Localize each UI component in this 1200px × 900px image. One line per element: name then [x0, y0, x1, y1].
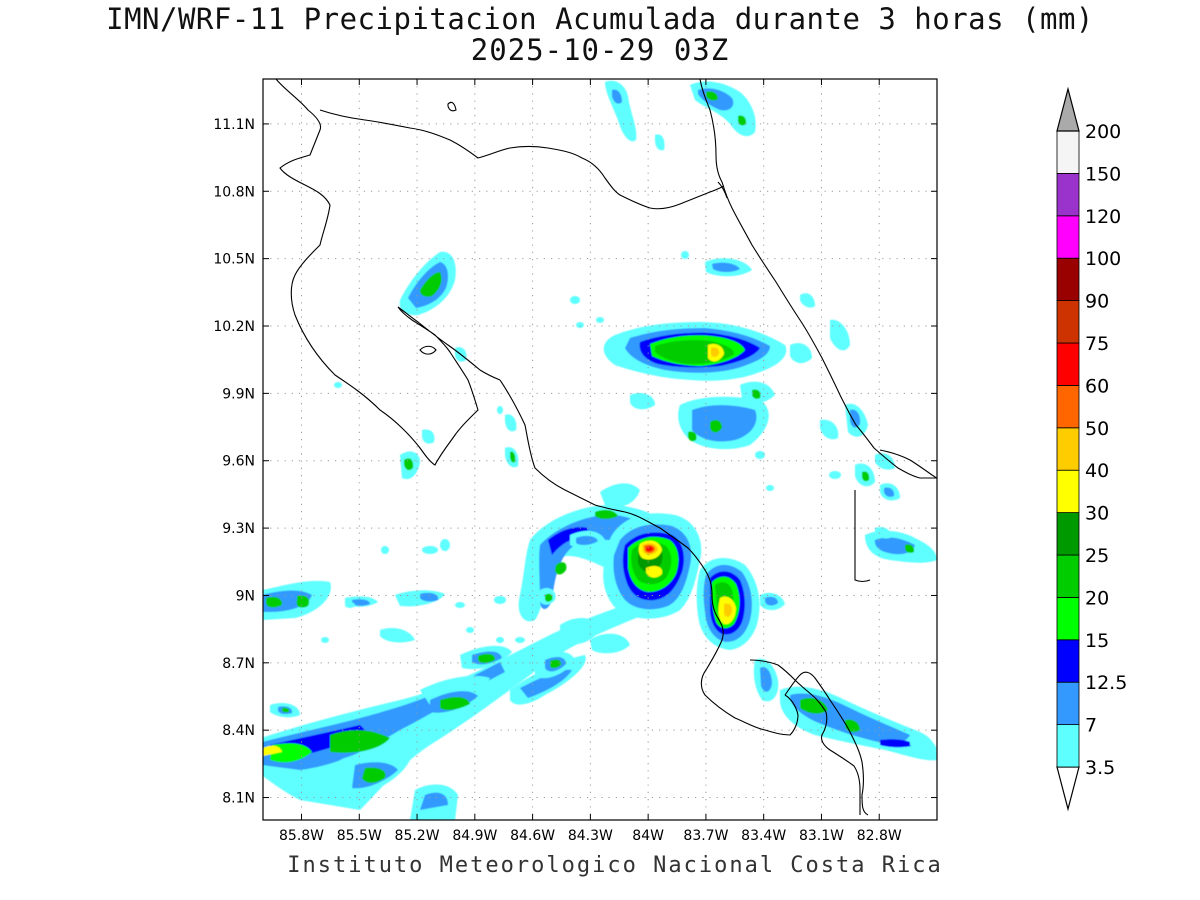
- rain-speckles: [321, 251, 841, 643]
- y-tick-label: 10.2N: [213, 319, 255, 335]
- x-tick-label: 83.4W: [741, 828, 786, 844]
- x-tick-label: 82.8W: [857, 828, 902, 844]
- colorbar-segment: [1056, 681, 1080, 726]
- colorbar-segment: [1056, 215, 1080, 259]
- map-datetime: 2025-10-29 03Z: [470, 33, 730, 67]
- colorbar-label: 40: [1085, 460, 1109, 482]
- precipitation-field: [263, 80, 937, 820]
- rain-cell-southeast: [696, 558, 785, 650]
- y-tick-label: 11.1N: [213, 117, 255, 133]
- x-tick-label: 84W: [632, 828, 664, 844]
- colorbar-label: 60: [1085, 375, 1109, 397]
- x-axis: 85.8W 85.5W 85.2W 84.9W 84.6W 84.3W 84W 83.7W 83…: [279, 79, 902, 844]
- rain-band-southwest: [263, 600, 655, 820]
- colorbar-label: 30: [1085, 503, 1109, 525]
- colorbar-segment: [1056, 512, 1080, 556]
- rain-cell-northeast-top: [605, 80, 756, 151]
- coastlines: [275, 79, 937, 816]
- coastline-pacific-south: [499, 379, 799, 736]
- colorbar-top-triangle: [1056, 86, 1080, 132]
- plot-frame: [262, 78, 938, 821]
- rain-cell-east: [800, 293, 937, 563]
- colorbar-segment: [1056, 724, 1080, 768]
- map-title: IMN/WRF-11 Precipitacion Acumulada duran…: [106, 2, 1094, 36]
- border-nicaragua: [319, 109, 725, 210]
- rain-cell-northwest: [399, 251, 519, 480]
- colorbar-label: 75: [1085, 333, 1109, 355]
- y-tick-label: 10.8N: [213, 184, 255, 200]
- colorbar-segment: [1056, 427, 1080, 471]
- rain-band-southeast-coast: [753, 658, 937, 761]
- plot-area: [263, 79, 937, 820]
- colorbar-label: 120: [1085, 206, 1121, 228]
- colorbar-segment: [1056, 342, 1080, 386]
- map-grid: [263, 79, 937, 820]
- colorbar-segment: [1056, 469, 1080, 514]
- coastline-east-caribbean: [699, 79, 937, 479]
- island-calero: [717, 181, 728, 199]
- x-tick-label: 85.5W: [337, 828, 382, 844]
- y-tick-label: 8.1N: [222, 791, 255, 807]
- y-tick-label: 9N: [236, 588, 255, 604]
- y-tick-label: 9.6N: [222, 454, 255, 470]
- colorbar-label: 50: [1085, 418, 1109, 440]
- coastline-osa: [784, 671, 869, 816]
- colorbar-label: 200: [1085, 121, 1121, 143]
- colorbar-label: 12.5: [1085, 672, 1127, 694]
- colorbar-segment: [1056, 300, 1080, 344]
- colorbar-segment: [1056, 172, 1080, 217]
- colorbar-label: 90: [1085, 291, 1109, 313]
- x-tick-label: 84.9W: [452, 828, 497, 844]
- colorbar-label: 15: [1085, 630, 1109, 652]
- y-tick-label: 10.5N: [213, 252, 255, 268]
- colorbar-legend: 3.5 7 12.5 15 20 25 30 40 50 60 75 90 100 120 150 200: [1056, 86, 1127, 812]
- x-tick-label: 85.2W: [395, 828, 440, 844]
- x-tick-label: 83.7W: [683, 828, 728, 844]
- x-tick-label: 83.1W: [799, 828, 844, 844]
- footer-credit: Instituto Meteorologico Nacional Costa R…: [287, 853, 943, 878]
- colorbar-segment: [1056, 257, 1080, 302]
- colorbar-bottom-triangle: [1056, 766, 1080, 812]
- colorbar-label: 25: [1085, 545, 1109, 567]
- island-lake: [419, 345, 437, 355]
- border-panama: [749, 449, 937, 815]
- colorbar-label: 100: [1085, 248, 1121, 270]
- colorbar-label: 150: [1085, 163, 1121, 185]
- coastline-north-pacific: [275, 79, 501, 466]
- colorbar-segment: [1056, 597, 1080, 641]
- x-tick-label: 85.8W: [279, 828, 324, 844]
- colorbar-segment: [1056, 639, 1080, 683]
- island-north: [447, 101, 457, 112]
- rain-cell-north-caribbean: [603, 258, 812, 450]
- y-tick-label: 9.3N: [222, 521, 255, 537]
- x-tick-label: 84.3W: [568, 828, 613, 844]
- colorbar-label: 3.5: [1085, 757, 1115, 779]
- colorbar-label: 7: [1085, 715, 1097, 737]
- y-tick-label: 8.7N: [222, 656, 255, 672]
- colorbar-segment: [1056, 130, 1080, 174]
- y-axis: 8.1N 8.4N 8.7N 9N 9.3N 9.6N 9.9N 10.2N 10.5N 10.8…: [213, 117, 937, 807]
- y-tick-label: 8.4N: [222, 723, 255, 739]
- x-tick-label: 84.6W: [510, 828, 555, 844]
- y-tick-label: 9.9N: [222, 386, 255, 402]
- colorbar-segment: [1056, 554, 1080, 598]
- colorbar-segment: [1056, 384, 1080, 429]
- colorbar-label: 20: [1085, 587, 1109, 609]
